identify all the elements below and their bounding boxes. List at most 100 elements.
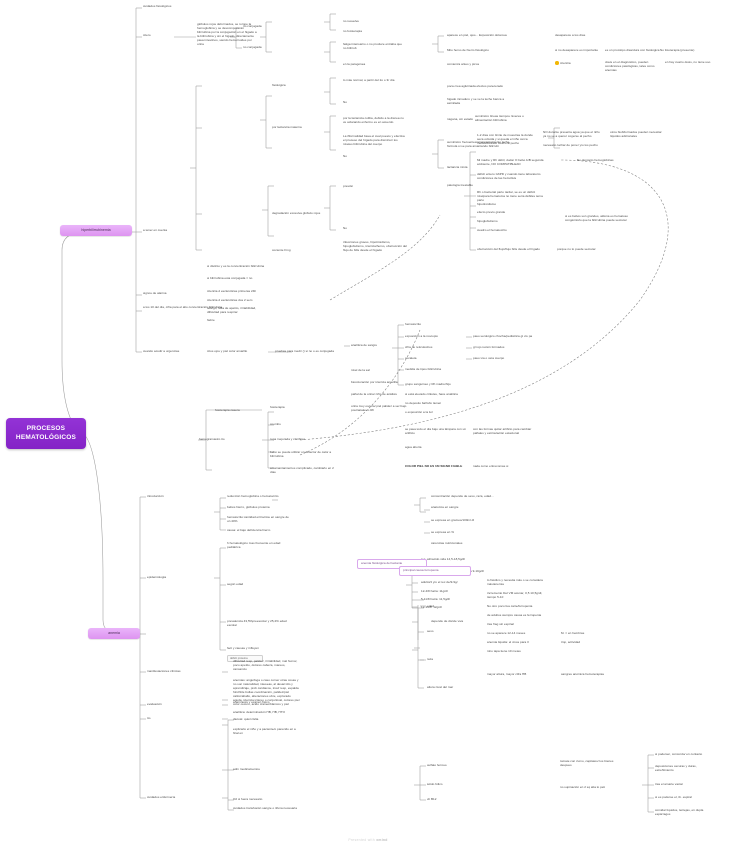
topic-segun-edad[interactable]: según edad [227, 582, 244, 586]
root-node[interactable]: PROCESOS HEMATOLÓGICOS [6, 418, 86, 449]
topic-causa-deficiencia-hierro[interactable]: causa: el bajo deficiencia hierro [227, 528, 271, 532]
topic-lactancia-mixta[interactable]: lactancia mixta [447, 165, 468, 169]
topic-lactancia-coliba[interactable]: por la lactancia coliba, debido a la dis… [343, 116, 404, 125]
topic-rec-nacido-vida[interactable]: rec. al/nacido vida 14,5-18,5g/dl [421, 557, 465, 561]
topic-dietote[interactable]: dietoté: quién falta [233, 717, 259, 721]
topic-otros-biobiformados[interactable]: otros biobiformados pueden necesitar líq… [610, 130, 662, 139]
topic-edad[interactable]: edad [427, 604, 434, 608]
topic-madre-rh[interactable]: Mi madre y Rh débil, dudar O bebé A/B se… [477, 158, 544, 167]
topic-no-deposito-hb[interactable]: No depósito hemoglobinas [577, 158, 614, 162]
topic-bebes-hierro[interactable]: bebés hierro, glóbulos proteína [227, 505, 270, 509]
topic-degradacion-excesiva[interactable]: degradación excesiva glóbulo rojos [272, 211, 321, 215]
topic-mayor-altura[interactable]: mayor altura, mayor cifra HB [487, 672, 527, 676]
topic-carencias-nutricionales[interactable]: carencias nutricionales [431, 541, 463, 545]
topic-hematocrito[interactable]: hematocrito [405, 322, 422, 326]
topic-nino-10-metes[interactable]: nino tapa tiene 10 metes [487, 649, 521, 653]
topic-grupo-sanguineo[interactable]: grupo sanguíneo y Rh madre/hijo [405, 382, 451, 386]
topic-desaparece-dias[interactable]: desaparece a los días [555, 33, 586, 37]
topic-no-foto[interactable]: no fototerapia [343, 29, 362, 33]
topic-analitica-de-sangre[interactable]: analítica de sangre [351, 343, 378, 347]
topic-medida-tipos-bilirrubina[interactable]: medida de tipos bilirrubina [405, 367, 442, 371]
topic-epidemiologia[interactable]: epidemiologia [147, 575, 167, 579]
topic-evaluacion[interactable]: evaluación [147, 702, 162, 706]
topic-paso-serologico[interactable]: paso serológico chocha/pediátrica gt vis… [473, 334, 533, 338]
topic-hematocrito-cantidad[interactable]: hematocrito:cantidad eritrocitos en sang… [227, 515, 289, 524]
topic-cuando-acudir-urgencias[interactable]: cuando acudir a urgencias [143, 349, 180, 353]
topic-fisiologica[interactable]: fisiológica [272, 83, 286, 87]
topic-adm-medicamentos[interactable]: adm medicamentos [233, 767, 260, 771]
topic-cociente-fmg[interactable]: cociente Fmg [272, 248, 291, 252]
topic-pruebas-medir[interactable]: pruebas para medir () si no o es conjuga… [275, 349, 334, 353]
topic-expresa-gramos[interactable]: se expresa en gramos/100ml dl [431, 518, 475, 522]
topic-prototipo-dias[interactable]: es un prototipo días/dura con fisiológic… [605, 48, 660, 52]
topic-higado-inmaduro[interactable]: higado inmaduro y se ve la leche banca a… [447, 97, 505, 106]
callout-anemia-fisiologica[interactable]: anemia fisiológica del lactante [357, 559, 427, 569]
topic-acido-folico[interactable]: ácido fólico [427, 782, 443, 786]
topic-signos-de-alarma[interactable]: signos de alarma [143, 291, 167, 295]
topic-hemograma[interactable]: hemograma [199, 437, 216, 441]
topic-por-lactancia-materna[interactable]: por lactancia materna [272, 125, 302, 129]
topic-agua-aborta[interactable]: agua aborta [405, 445, 422, 449]
topic-normal-2-3-dia[interactable]: lo más normal, a partir del 2o o 3r día [343, 78, 395, 82]
topic-sangres-anemica[interactable]: sangres anémica hemoterapias [561, 672, 605, 676]
topic-prevalencia[interactable]: prevalencia 43,5%preescolar y 25,4% edad… [227, 619, 287, 628]
topic-ictericia-escleroticas-24h[interactable]: ictericia d escleróticas primeras 24h [207, 289, 257, 293]
topic-anemia-liquida[interactable]: anemia líquida: el vivos para 3 [487, 640, 529, 644]
topic-tras-frag[interactable]: tras frag sin espinal [487, 622, 514, 626]
topic-orina-oscura[interactable]: orina muy oscura/ piel palidez a ser baj… [351, 404, 407, 413]
topic-gl-rojo-formados[interactable]: gl rojo recién formados [473, 345, 505, 349]
topic-1-2-dias[interactable]: 1-2 días con límite de muestras la donde… [477, 133, 533, 146]
branch-hiperbilirrubinemia[interactable]: hiperbilirrubinemia [60, 225, 132, 236]
topic-color-piel-no-fiable[interactable]: COLOR PIEL NO ES UN SIGNO FIABLE [405, 464, 463, 468]
topic-nivel-de-la-sal[interactable]: nivel de la sal [351, 368, 370, 372]
topic-coombs[interactable]: coombs [270, 422, 281, 426]
topic-exposicion-luz[interactable]: o exposición a la luz [405, 410, 433, 414]
topic-no-otro-poco[interactable]: No otro poco fea carte/ferropenia [487, 604, 533, 608]
topic-efecto-previo[interactable]: efecto previo grande [477, 210, 506, 214]
topic-comida-liquidos[interactable]: comida/ líquidos, lentejas, en dupla esp… [655, 808, 704, 817]
topic-fiebre[interactable]: fiebre [207, 318, 215, 322]
topic-reduccion-hb[interactable]: reducción hemoglobina o hematocrito [227, 494, 279, 498]
topic-h-hematologico-frecuente[interactable]: h hematológico mas frecuente en edad ped… [227, 541, 281, 550]
topic-deficit-g6pd[interactable]: déficit entero G6PD y cuando tiene labor… [477, 172, 541, 181]
topic-letargo[interactable]: letargo, falta de apetito, irritabilidad… [207, 306, 257, 315]
topic-deficit-proteina-box[interactable]: déficit proteína [227, 655, 263, 663]
topic-adulto-3[interactable]: adulto/3 y/o el rec de/9-9g/ [421, 580, 458, 584]
topic-detector-calor[interactable]: bebé se puede utilizar un detector de ca… [270, 450, 332, 459]
topic-12-4-8-hatra[interactable]: 12-4/8 hatra: 11g/dl [421, 589, 448, 593]
topic-no-resuelve[interactable]: no resuelve [343, 19, 359, 23]
topic-m-hembras[interactable]: M. = en hembras [561, 631, 585, 635]
topic-tomate-zumo[interactable]: tomate con zumo, capitatos/ los bienes d… [560, 759, 614, 768]
topic-a-tener-en-cuenta[interactable]: a tener en cuenta [143, 228, 168, 232]
topic-depende-donde-viva[interactable]: depende de dónde viva [431, 619, 464, 623]
topic-dosis-diagnostico[interactable]: dosis en el diagnóstico, pueden condicio… [605, 60, 655, 73]
topic-ictericia-escleroticas-2sem[interactable]: ictericia d escleróticas dos 2 sem [207, 298, 253, 302]
topic-hemolisis-mecanica[interactable]: patología inestable [447, 183, 473, 187]
topic-bilirrubina-conjugada[interactable]: si bilirrubina esta conjugada = no [207, 276, 253, 280]
topic-sexo[interactable]: sexo [427, 629, 434, 633]
topic-tras-amarte[interactable]: tras el amarte vaciar [655, 782, 684, 786]
topic-o2-necesario[interactable]: O2 si fuera necesario [233, 797, 263, 801]
topic-ictus-ojos[interactable]: ictus ojos y piel color amarillo [207, 349, 248, 353]
topic-fatiga[interactable]: fatiga intensa/no o no produce entraba q… [343, 42, 402, 51]
topic-manifestaciones-clinicas[interactable]: manifestaciones clínicas [147, 669, 181, 673]
topic-cuatro-dosis[interactable]: en hay cuatro dosis, no tiene uso [665, 60, 711, 64]
topic-informalidad[interactable]: La ifformalidad basa el cual puesto y ef… [343, 134, 405, 147]
topic-hipotiroidismo[interactable]: hipotiroidismo [477, 202, 497, 206]
topic-nada-entrecomas[interactable]: nada como entrecomas si [473, 464, 509, 468]
topic-no-secretar[interactable]: porque no lo puede secretar [557, 247, 596, 251]
topic-hipoglobulismo[interactable]: hipoglobulismo [477, 219, 498, 223]
topic-tto[interactable]: tto [147, 716, 151, 720]
topic-lampara-dia[interactable]: se pasa todo el día bajo una lámpara con… [405, 427, 466, 436]
topic-anatomia-sangre[interactable]: anatomía en sangre [431, 505, 459, 509]
topic-bebes-grandes[interactable]: si es bebés son grandes, aldona es hemat… [565, 214, 629, 223]
topic-12-14-8[interactable]: 12-14/8: 12g/dl [421, 605, 442, 609]
topic-suministro-frecuente[interactable]: suministro frecuentes/amamantamiento lec… [447, 140, 510, 149]
topic-ictericia-marker[interactable]: ictericia [555, 61, 615, 65]
topic-si-poderse[interactable]: si poderse/, concordo/ en contacto [655, 752, 703, 756]
topic-elevado-cirkules[interactable]: si está elevado cirkules, hace analítica [405, 392, 458, 396]
topic-incremento-vm[interactable]: incremento Del VM acunar, 0,5 10,5g/dl, … [487, 591, 543, 600]
topic-paso-via-veta[interactable]: paso vía o veta cuerpo [473, 356, 505, 360]
topic-en-la-patogenea[interactable]: en la patogénea [343, 62, 366, 66]
topic-fototerapia[interactable]: fototerapia [270, 405, 285, 409]
